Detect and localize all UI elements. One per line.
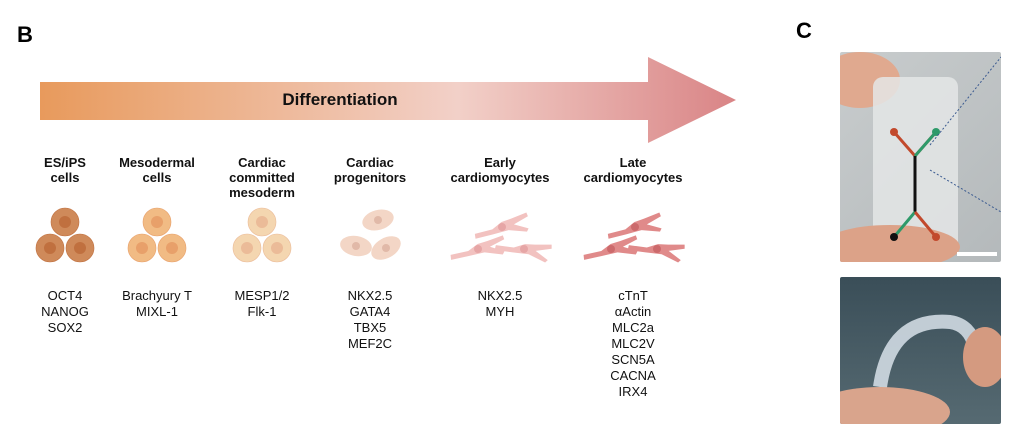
marker-list: NKX2.5 MYH [435,288,565,320]
marker: NKX2.5 [477,288,523,303]
stage-title-line: Cardiac [238,155,286,170]
arrow-label: Differentiation [282,90,398,109]
cell-nucleus [44,242,56,254]
marker-list: cTnT αActin MLC2a MLC2V SCN5A CACNA IRX4 [568,288,698,400]
marker: IRX4 [618,384,648,399]
marker: cTnT [618,288,648,303]
panel-label-b: B [17,22,33,47]
cell-illustration [35,207,95,263]
cell-nucleus [520,245,528,253]
marker: αActin [614,304,652,319]
marker: SCN5A [611,352,655,367]
cell-illustration [340,209,401,260]
marker: OCT4 [47,288,83,303]
cardiomyocyte [627,244,685,263]
stage-title-line: Mesodermal [119,155,195,170]
stage-title-line: Cardiac [346,155,394,170]
cell-illustration [127,207,187,263]
cell-nucleus [352,242,360,250]
cardiomyocyte [494,244,552,263]
stage-title-line: ES/iPS [44,155,86,170]
stage-3: Cardiac committed mesoderm [197,155,327,217]
marker-list: MESP1/2 Flk-1 [197,288,327,320]
stage-title-line: Early [484,155,516,170]
cell-nucleus [607,245,615,253]
marker-list: NKX2.5 GATA4 TBX5 MEF2C [305,288,435,352]
stage-title: Mesodermal cells [92,155,222,217]
stage-5: Early cardiomyocytes [435,155,565,217]
stage-title-line: cardiomyocytes [583,170,683,185]
stage-title: Cardiac progenitors [305,155,435,217]
cell-illustration [232,207,292,263]
cell-nucleus [74,242,86,254]
stage-title-line: committed [229,170,295,185]
panel-label-c: C [796,18,812,43]
cell-nucleus [256,216,268,228]
stage-title-line: cardiomyocytes [450,170,550,185]
marker: MYH [485,304,515,319]
stage-title: ES/iPS cells [0,155,130,217]
stage-4: Cardiac progenitors [305,155,435,217]
cell-nucleus [382,244,390,252]
marker: TBX5 [353,320,387,335]
stage-title: Early cardiomyocytes [435,155,565,217]
cell-nucleus [498,223,506,231]
marker: GATA4 [349,304,391,319]
cell-nucleus [271,242,283,254]
marker: Flk-1 [247,304,277,319]
marker: NANOG [41,304,89,319]
cell-nucleus [59,216,71,228]
organ-chip-photo [840,52,1001,262]
stage-2: Mesodermal cells [92,155,222,217]
stage-title: Late cardiomyocytes [568,155,698,217]
stage-1: ES/iPS cells [0,155,130,217]
stage-title-line: cells [142,170,172,185]
flexible-chip-photo [840,277,1001,424]
stage-title-line: progenitors [333,170,407,185]
marker: MEF2C [347,336,393,351]
marker: CACNA [610,368,656,383]
marker-list: OCT4 NANOG SOX2 [0,288,130,336]
stage-6: Late cardiomyocytes [568,155,698,217]
cell-nucleus [374,216,382,224]
cell-nucleus [474,245,482,253]
marker: NKX2.5 [347,288,393,303]
cell-nucleus [136,242,148,254]
cell-nucleus [151,216,163,228]
marker: MESP1/2 [234,288,290,303]
cell-nucleus [653,245,661,253]
stage-title-line: mesoderm [229,185,295,200]
marker: MLC2a [612,320,654,335]
cell-illustration [583,212,685,263]
marker-list: Brachyury T MIXL-1 [92,288,222,320]
marker: Brachyury T [122,288,192,303]
marker: SOX2 [47,320,83,335]
cell-nucleus [241,242,253,254]
marker: MLC2V [611,336,655,351]
cell-illustration [450,212,552,263]
differentiation-arrow [40,57,736,143]
cell-nucleus [166,242,178,254]
stage-title: Cardiac committed mesoderm [197,155,327,217]
cell-nucleus [631,223,639,231]
stage-title-line: Late [619,155,647,170]
stage-title-line: cells [50,170,80,185]
marker: MIXL-1 [136,304,178,319]
